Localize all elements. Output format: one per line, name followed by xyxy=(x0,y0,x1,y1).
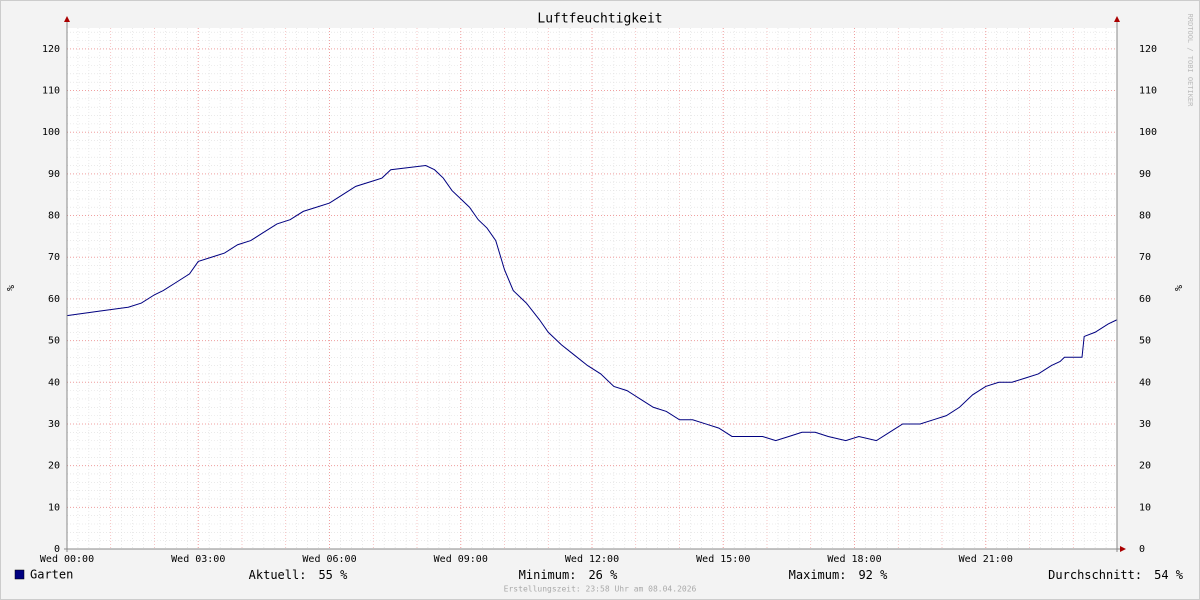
stat: Durchschnitt: 54 % xyxy=(1048,568,1184,582)
legend-swatch xyxy=(14,569,25,580)
y-tick-label: 30 xyxy=(48,419,60,430)
axis-arrow xyxy=(64,16,70,22)
y-tick-label: 10 xyxy=(1139,502,1151,513)
y-tick-label: 100 xyxy=(42,127,60,138)
x-tick-label: Wed 12:00 xyxy=(565,554,619,565)
axis-arrow xyxy=(1120,546,1126,552)
x-tick-label: Wed 06:00 xyxy=(302,554,356,565)
chart-title: Luftfeuchtigkeit xyxy=(537,12,662,27)
stat-value: 54 % xyxy=(1154,568,1184,582)
data-line xyxy=(66,165,1118,442)
grid xyxy=(66,28,1117,550)
y-tick-label: 110 xyxy=(1139,86,1157,97)
y-tick-label: 100 xyxy=(1139,127,1157,138)
stat: Aktuell: 55 % xyxy=(249,568,348,582)
y-tick-label: 70 xyxy=(1139,252,1151,263)
y-tick-label: 40 xyxy=(1139,377,1151,388)
legend-label: Garten xyxy=(30,568,73,582)
y-tick-label: 10 xyxy=(48,502,60,513)
y-axis-label: % xyxy=(1172,285,1183,291)
stat-label: Durchschnitt: xyxy=(1048,568,1142,582)
stat-value: 55 % xyxy=(318,568,348,582)
y-tick-label: 20 xyxy=(1139,461,1151,472)
y-tick-label: 40 xyxy=(48,377,60,388)
x-tick-label: Wed 18:00 xyxy=(827,554,881,565)
y-tick-label: 60 xyxy=(48,294,60,305)
y-tick-label: 60 xyxy=(1139,294,1151,305)
x-tick-label: Wed 00:00 xyxy=(40,554,94,565)
y-tick-label: 110 xyxy=(42,86,60,97)
stat: Maximum: 92 % xyxy=(789,568,888,582)
y-axis-label: % xyxy=(4,285,15,291)
stat-value: 26 % xyxy=(588,568,618,582)
y-tick-label: 20 xyxy=(48,461,60,472)
y-tick-label: 0 xyxy=(1139,544,1145,555)
y-tick-label: 50 xyxy=(48,336,60,347)
y-tick-label: 80 xyxy=(1139,211,1151,222)
plot-area xyxy=(67,28,1117,549)
y-tick-label: 70 xyxy=(48,252,60,263)
y-tick-label: 50 xyxy=(1139,336,1151,347)
x-tick-label: Wed 15:00 xyxy=(696,554,750,565)
footer: Erstellungszeit: 23:58 Uhr am 08.04.2026 xyxy=(504,585,697,594)
stat-label: Aktuell: xyxy=(249,568,307,582)
stat-label: Minimum: xyxy=(519,568,577,582)
y-tick-label: 80 xyxy=(48,211,60,222)
x-tick-label: Wed 03:00 xyxy=(171,554,225,565)
stat-label: Maximum: xyxy=(789,568,847,582)
y-tick-label: 0 xyxy=(54,544,60,555)
stat: Minimum: 26 % xyxy=(519,568,618,582)
watermark: RRDTOOL / TOBI OETIKER xyxy=(1186,14,1194,108)
x-tick-label: Wed 21:00 xyxy=(959,554,1013,565)
y-tick-label: 90 xyxy=(1139,169,1151,180)
y-tick-label: 120 xyxy=(42,44,60,55)
y-tick-label: 30 xyxy=(1139,419,1151,430)
stat-value: 92 % xyxy=(858,568,888,582)
y-tick-label: 90 xyxy=(48,169,60,180)
x-tick-label: Wed 09:00 xyxy=(434,554,488,565)
y-tick-label: 120 xyxy=(1139,44,1157,55)
marks xyxy=(66,165,1118,442)
axis-arrow xyxy=(1114,16,1120,22)
